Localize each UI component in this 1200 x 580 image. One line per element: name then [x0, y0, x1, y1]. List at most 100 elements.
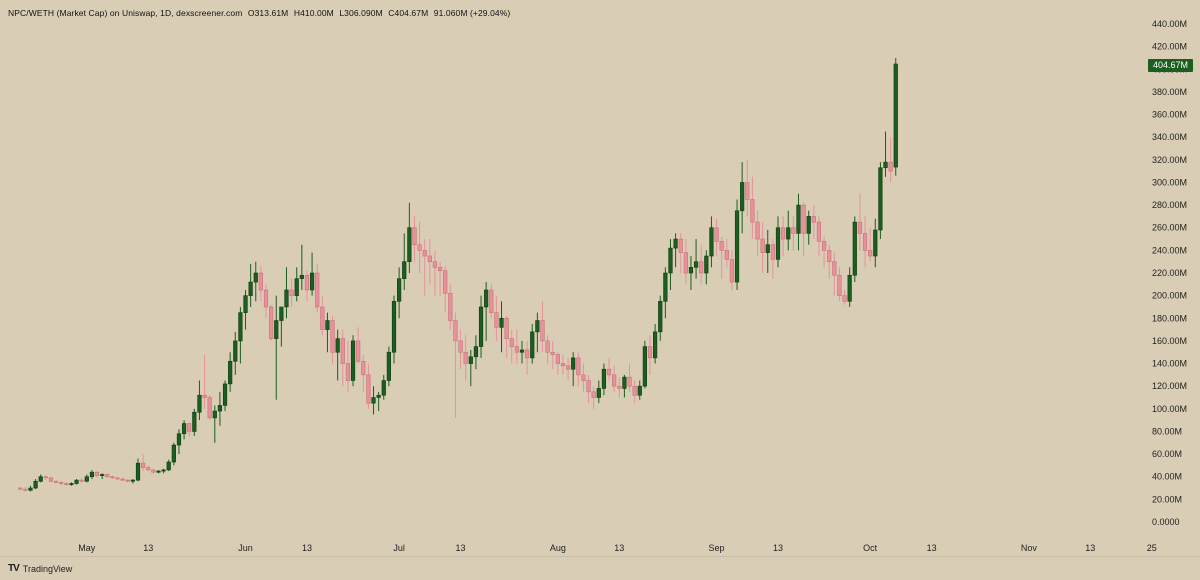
candle-body — [704, 255, 709, 274]
candle-body — [540, 320, 545, 342]
candle-body — [811, 216, 816, 223]
candle — [361, 354, 366, 392]
high-value: H410.00M — [293, 8, 334, 18]
x-tick-label: Jul — [393, 543, 405, 553]
y-tick-label: 280.00M — [1152, 200, 1187, 210]
candle-body — [668, 247, 673, 274]
candle — [263, 284, 269, 319]
candle-body — [688, 267, 694, 274]
candle-body — [632, 385, 637, 396]
candle-body — [386, 351, 391, 381]
candle — [663, 267, 668, 319]
candle — [146, 465, 151, 472]
candle-body — [23, 488, 28, 491]
candle-body — [576, 357, 581, 376]
candle — [576, 352, 581, 387]
candle — [309, 252, 315, 296]
candle — [422, 239, 427, 296]
candle-body — [499, 317, 504, 328]
candle — [499, 301, 504, 353]
candle — [617, 377, 622, 398]
candle-body — [43, 476, 48, 479]
candle-body — [847, 274, 852, 302]
candle-body — [781, 227, 786, 240]
candle-body — [734, 210, 740, 283]
candle — [540, 301, 545, 353]
candle-body — [786, 227, 791, 240]
candle-body — [391, 300, 397, 353]
candle-body — [197, 394, 202, 413]
chart-header: NPC/WETH (Market Cap) on Uniswap, 1D, de… — [8, 8, 513, 18]
y-tick-label: 260.00M — [1152, 223, 1187, 233]
candle-body — [243, 295, 248, 313]
candle — [647, 335, 653, 375]
tradingview-brand[interactable]: TV TradingView — [8, 563, 72, 574]
candle — [852, 216, 857, 283]
candle — [811, 205, 816, 240]
candle — [427, 239, 432, 285]
candle — [48, 476, 54, 483]
candle — [596, 380, 601, 404]
y-tick-label: 100.00M — [1152, 404, 1187, 414]
y-tick-label: 200.00M — [1152, 291, 1187, 301]
x-tick-label: 13 — [773, 543, 783, 553]
candle — [888, 137, 893, 183]
candle-body — [330, 320, 335, 353]
candle-body — [228, 360, 233, 385]
candle — [740, 162, 745, 234]
candle — [688, 256, 694, 290]
candle-body — [345, 363, 351, 381]
candle-body — [427, 255, 432, 262]
candle-body — [458, 340, 463, 353]
candle — [391, 295, 397, 364]
candle-body — [335, 338, 340, 353]
candle-body — [18, 487, 23, 490]
candle — [550, 340, 555, 370]
candle — [345, 340, 351, 392]
candle — [509, 329, 514, 364]
candle-body — [827, 250, 832, 262]
candle — [350, 335, 356, 387]
candle — [453, 312, 458, 418]
candle — [330, 316, 335, 364]
candle — [555, 352, 560, 375]
candle — [832, 252, 837, 296]
change-value: 91.060M (+29.04%) — [433, 8, 511, 18]
y-tick-label: 360.00M — [1152, 110, 1187, 120]
candle — [704, 250, 709, 285]
candle-body — [141, 462, 146, 468]
candle-body — [146, 467, 151, 471]
candle-body — [202, 394, 207, 398]
candle-body — [560, 363, 566, 367]
candle-body — [514, 346, 519, 353]
candle — [386, 346, 391, 387]
candle — [750, 176, 755, 240]
candle — [801, 202, 806, 257]
candle — [494, 295, 499, 341]
candle — [591, 386, 596, 409]
candle-body — [325, 320, 330, 330]
candle — [673, 233, 678, 268]
candle — [18, 486, 23, 491]
candlestick-chart[interactable]: 0.0000 20.00M 40.00M 60.00M 80.00M 100.00M 120… — [0, 0, 1200, 556]
candle — [791, 216, 796, 251]
candle — [683, 239, 688, 285]
candle — [571, 352, 576, 387]
candle — [33, 478, 38, 490]
candle-body — [376, 394, 381, 398]
candle — [181, 420, 187, 440]
candle — [371, 386, 376, 415]
candle-body — [565, 365, 571, 370]
candle-body — [222, 383, 228, 406]
candle — [284, 267, 289, 319]
candle-body — [555, 354, 560, 364]
candle-body — [432, 261, 438, 268]
candle-body — [59, 482, 64, 484]
candle-body — [371, 397, 376, 404]
low-value: L306.090M — [339, 8, 383, 18]
candle-body — [443, 270, 448, 294]
candle — [878, 162, 883, 240]
candle — [64, 482, 69, 486]
candle-body — [893, 63, 898, 168]
candle — [161, 468, 166, 474]
